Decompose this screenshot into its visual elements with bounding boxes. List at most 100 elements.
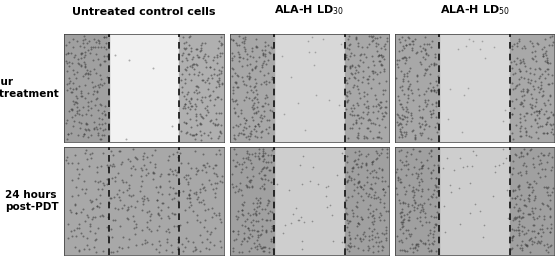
Point [71,76,80,80]
Point [91,238,100,242]
Point [413,87,422,91]
Point [379,205,388,209]
Point [255,157,264,161]
Point [231,110,240,114]
Point [267,153,276,157]
Point [366,121,375,125]
Point [366,211,375,215]
Point [545,43,554,47]
Point [127,193,136,198]
Point [395,211,404,215]
Point [366,118,375,122]
Point [169,172,178,176]
Point [517,229,526,233]
Point [212,117,221,121]
Point [114,149,123,153]
Point [255,124,264,128]
Point [246,84,255,88]
Point [199,163,208,167]
Point [356,185,365,189]
Point [92,95,101,100]
Point [255,242,264,246]
Point [349,244,358,248]
Point [510,216,519,220]
Point [342,93,351,97]
Point [535,108,544,113]
Point [461,43,470,48]
Point [514,208,522,212]
Point [203,54,212,58]
Point [516,134,525,138]
Point [212,123,221,127]
Point [525,192,534,197]
Point [409,246,418,250]
Point [427,170,436,174]
Point [529,72,538,76]
Point [516,112,525,116]
Point [413,172,422,176]
Point [426,72,435,76]
Point [407,46,416,50]
Point [367,229,376,233]
Point [246,131,255,135]
Point [148,242,157,246]
Point [234,50,242,54]
Point [64,236,73,240]
Point [396,129,405,133]
Point [157,191,166,196]
Point [114,171,123,175]
Point [396,130,405,134]
Point [195,49,204,53]
Point [372,175,381,179]
Point [215,239,224,243]
Point [231,136,240,141]
Point [258,159,267,163]
Point [72,86,81,90]
Point [511,86,520,90]
Point [81,151,90,155]
Point [354,78,363,82]
Point [209,121,218,125]
Point [245,179,254,183]
Point [503,216,512,220]
Point [460,93,469,97]
Point [546,124,555,128]
Point [364,237,373,242]
Point [89,206,98,210]
Point [259,53,268,57]
Point [404,202,413,206]
Point [102,75,111,79]
Point [214,80,223,84]
Point [478,235,487,239]
Point [349,211,358,215]
Point [146,229,155,233]
Point [197,115,206,119]
Point [507,112,516,116]
Point [344,43,353,48]
Point [81,62,90,66]
Point [404,87,413,91]
Point [66,208,75,212]
Point [99,45,108,49]
Point [548,34,557,38]
Point [237,239,246,243]
Point [513,243,522,248]
Point [517,60,526,64]
Point [346,219,354,223]
Point [522,129,531,133]
Point [382,231,391,236]
Point [377,174,386,179]
Point [72,211,81,215]
Point [142,173,151,177]
Point [398,135,407,139]
Point [532,241,541,245]
Point [373,156,382,160]
Point [545,35,554,39]
Point [542,248,550,252]
Point [234,231,242,236]
Point [404,167,413,171]
Point [419,42,428,46]
Point [346,63,354,68]
Point [428,232,437,237]
Point [535,207,544,211]
